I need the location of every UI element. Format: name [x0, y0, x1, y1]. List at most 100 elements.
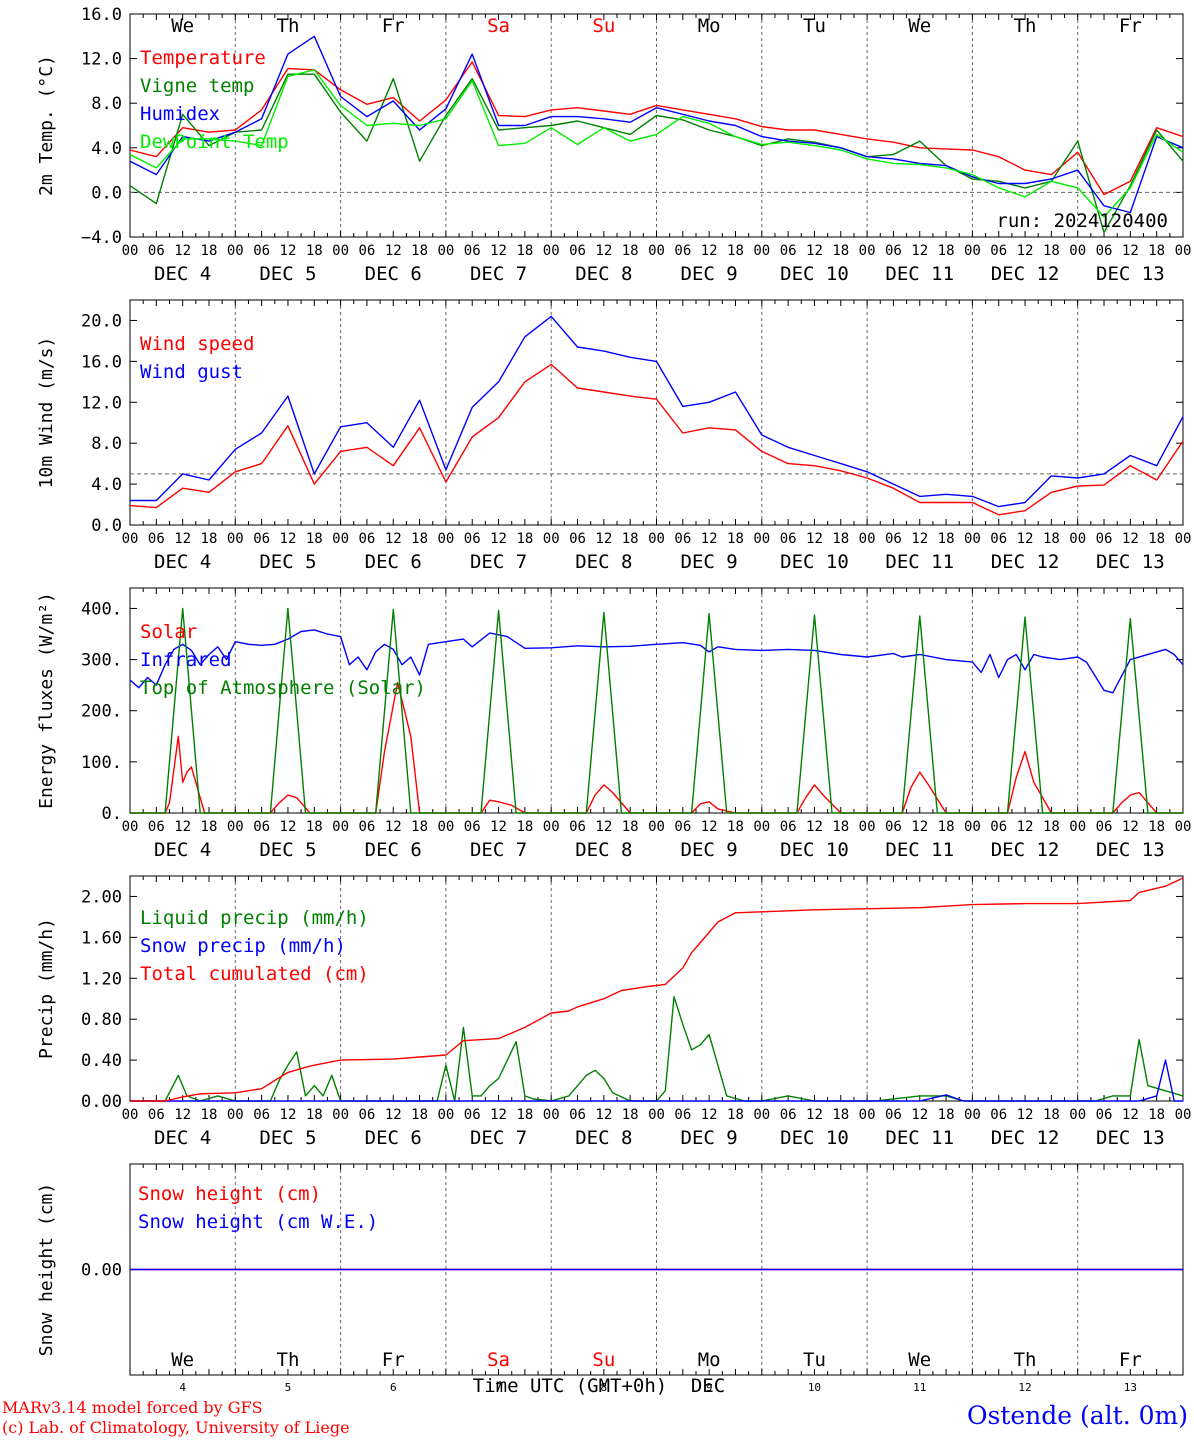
- station-title: Ostende (alt. 0m): [967, 1401, 1188, 1430]
- hour-tick-label: 12: [701, 531, 718, 547]
- hour-tick-label: 06: [464, 243, 481, 259]
- hour-tick-label: 06: [253, 1107, 270, 1123]
- weekday-label: We: [171, 1349, 194, 1371]
- y-axis-title: Energy fluxes (W/m²): [36, 592, 57, 809]
- weekday-label: Th: [1014, 15, 1037, 37]
- hour-tick-label: 12: [911, 531, 928, 547]
- hour-tick-label: 18: [1148, 243, 1165, 259]
- hour-tick-label: 18: [832, 1107, 849, 1123]
- panel-frame: [129, 13, 1184, 238]
- hour-tick-label: 12: [806, 531, 823, 547]
- date-label: DEC 4: [154, 1127, 211, 1149]
- y-tick-label: 0.80: [81, 1010, 122, 1030]
- date-label: DEC 12: [991, 263, 1060, 285]
- legend-entry: Top of Atmosphere (Solar): [140, 677, 426, 699]
- hour-tick-label: 06: [358, 531, 375, 547]
- hour-tick-label: 18: [201, 531, 218, 547]
- hour-tick-label: 18: [832, 243, 849, 259]
- date-label: DEC 7: [470, 263, 527, 285]
- hour-tick-label: 06: [885, 243, 902, 259]
- hour-tick-label: 06: [148, 1107, 165, 1123]
- hour-tick-label: 12: [1122, 243, 1139, 259]
- hour-tick-label: 18: [411, 531, 428, 547]
- y-tick-label: 0.00: [81, 1092, 122, 1112]
- y-tick-label: 1.20: [81, 969, 122, 989]
- hour-tick-label: 06: [885, 1107, 902, 1123]
- series-line-snow-precip-mm-h: [130, 1059, 1183, 1102]
- hour-tick-label: 18: [1148, 819, 1165, 835]
- legend-entry: Temperature: [140, 47, 266, 69]
- hour-tick-label: 06: [464, 1107, 481, 1123]
- hour-tick-label: 00: [648, 531, 665, 547]
- hour-tick-label: 00: [1175, 243, 1192, 259]
- hour-tick-label: 18: [727, 819, 744, 835]
- y-tick-label: 4.0: [91, 139, 122, 159]
- weekday-label: Su: [592, 1349, 615, 1371]
- y-tick-label: 12.0: [81, 50, 122, 70]
- y-axis-title: 2m Temp. (°C): [36, 55, 57, 196]
- hour-tick-label: 00: [122, 531, 139, 547]
- hour-tick-label: 12: [806, 1107, 823, 1123]
- hour-tick-label: 06: [569, 1107, 586, 1123]
- weekday-label: Th: [277, 15, 300, 37]
- date-label: DEC 9: [681, 839, 738, 861]
- day-number-label: 4: [179, 1381, 186, 1394]
- weekday-label: Sa: [487, 15, 510, 37]
- hour-tick-label: 06: [674, 1107, 691, 1123]
- series-line-solar: [130, 681, 1183, 814]
- hour-tick-label: 00: [1069, 243, 1086, 259]
- hour-tick-label: 00: [859, 531, 876, 547]
- y-axis-title: 10m Wind (m/s): [36, 337, 57, 489]
- hour-tick-label: 00: [1069, 819, 1086, 835]
- legend-entry: Snow height (cm W.E.): [138, 1211, 378, 1233]
- hour-tick-label: 00: [227, 1107, 244, 1123]
- weekday-label: Fr: [1119, 15, 1142, 37]
- hour-tick-label: 00: [543, 531, 560, 547]
- series-line-wind-gust: [130, 315, 1184, 508]
- weekday-label: Th: [1014, 1349, 1037, 1371]
- date-label: DEC 11: [885, 1127, 954, 1149]
- day-number-label: 9: [706, 1381, 713, 1394]
- hour-tick-label: 18: [306, 1107, 323, 1123]
- hour-tick-label: 06: [990, 243, 1007, 259]
- hour-tick-label: 06: [780, 1107, 797, 1123]
- hour-tick-label: 00: [543, 1107, 560, 1123]
- date-label: DEC 4: [154, 551, 211, 573]
- hour-tick-label: 12: [385, 531, 402, 547]
- panel-frame: [129, 299, 1184, 526]
- hour-tick-label: 18: [1148, 531, 1165, 547]
- hour-tick-label: 18: [411, 1107, 428, 1123]
- hour-tick-label: 06: [253, 819, 270, 835]
- hour-tick-label: 12: [1017, 243, 1034, 259]
- hour-tick-label: 12: [490, 243, 507, 259]
- y-tick-label: 300.: [81, 651, 122, 671]
- date-label: DEC 6: [365, 839, 422, 861]
- series-line-dewpoint-temp: [129, 69, 1184, 218]
- date-label: DEC 5: [259, 551, 316, 573]
- hour-tick-label: 12: [701, 1107, 718, 1123]
- hour-tick-label: 00: [753, 243, 770, 259]
- panel-1: −4.0 0.0 4.0 8.0 12.0 16.0 2m Temp. (°C) Temper…: [36, 5, 1191, 285]
- hour-tick-label: 00: [964, 819, 981, 835]
- date-label: DEC 8: [575, 839, 632, 861]
- hour-tick-label: 00: [753, 1107, 770, 1123]
- hour-tick-label: 12: [595, 1107, 612, 1123]
- legend-entry: Vigne temp: [140, 75, 254, 97]
- hour-tick-label: 18: [516, 819, 533, 835]
- hour-tick-label: 06: [780, 819, 797, 835]
- hour-tick-label: 18: [622, 531, 639, 547]
- hour-tick-label: 06: [569, 531, 586, 547]
- hour-tick-label: 06: [358, 243, 375, 259]
- day-number-label: 13: [1124, 1381, 1137, 1394]
- hour-tick-label: 12: [911, 1107, 928, 1123]
- hour-tick-label: 18: [1043, 819, 1060, 835]
- hour-tick-label: 18: [622, 819, 639, 835]
- date-label: DEC 6: [365, 1127, 422, 1149]
- hour-tick-label: 00: [1175, 531, 1192, 547]
- weekday-label: Mo: [698, 15, 721, 37]
- weekday-label: Mo: [698, 1349, 721, 1371]
- date-label: DEC 5: [259, 263, 316, 285]
- series-line-total-cumulated-cm: [130, 877, 1184, 1102]
- hour-tick-label: 00: [227, 819, 244, 835]
- date-label: DEC 8: [575, 263, 632, 285]
